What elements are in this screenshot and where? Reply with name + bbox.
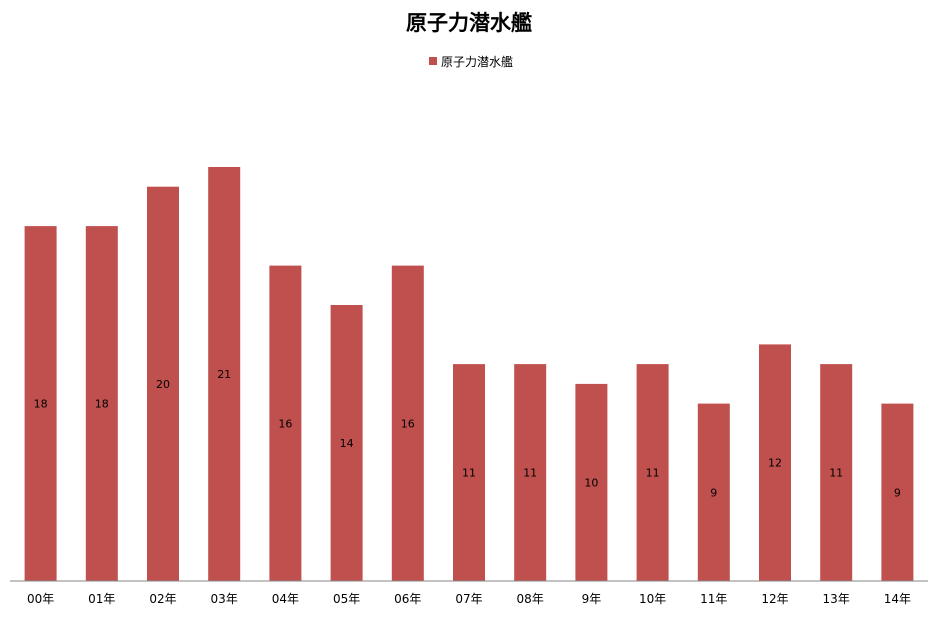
legend-label: 原子力潜水艦 (441, 55, 513, 69)
data-label-2: 20 (156, 378, 170, 391)
bar-11 (697, 403, 730, 581)
x-axis-tick-labels: 00年 01年 02年 03年 04年 05年 06年 07年 08年 9年 10年 11年 12年 13… (27, 592, 911, 606)
bars (24, 167, 914, 581)
bar-5 (330, 305, 363, 581)
bar-10 (636, 364, 669, 581)
chart-title: 原子力潜水艦 (406, 11, 532, 35)
bar-14 (881, 403, 914, 581)
data-label-6: 16 (401, 417, 415, 430)
bar-6 (391, 265, 424, 581)
data-label-14: 9 (894, 486, 901, 499)
data-label-5: 14 (340, 437, 354, 450)
bar-1 (85, 226, 118, 581)
bar-3 (208, 167, 241, 581)
tick-label-1: 01年 (88, 592, 115, 606)
data-label-0: 18 (34, 398, 48, 411)
data-label-12: 12 (768, 457, 782, 470)
tick-label-14: 14年 (884, 592, 911, 606)
tick-label-8: 08年 (517, 592, 544, 606)
tick-label-7: 07年 (455, 592, 482, 606)
data-label-3: 21 (217, 368, 231, 381)
data-label-7: 11 (462, 467, 476, 480)
tick-label-3: 03年 (211, 592, 238, 606)
bar-8 (514, 364, 547, 581)
bar-4 (269, 265, 302, 581)
data-label-10: 11 (646, 467, 660, 480)
tick-label-2: 02年 (149, 592, 176, 606)
data-label-4: 16 (278, 417, 292, 430)
bar-0 (24, 226, 57, 581)
tick-label-10: 10年 (639, 592, 666, 606)
legend: 原子力潜水艦 (429, 55, 513, 69)
tick-label-11: 11年 (700, 592, 727, 606)
legend-swatch (429, 57, 437, 65)
data-label-8: 11 (523, 467, 537, 480)
tick-label-12: 12年 (761, 592, 788, 606)
tick-label-13: 13年 (823, 592, 850, 606)
bar-13 (820, 364, 853, 581)
tick-label-0: 00年 (27, 592, 54, 606)
data-label-9: 10 (584, 476, 598, 489)
bar-2 (147, 186, 179, 581)
bar-9 (575, 383, 608, 581)
tick-label-5: 05年 (333, 592, 360, 606)
data-labels: 18 18 20 21 16 14 16 11 11 10 11 9 12 11 9 (34, 368, 901, 499)
data-label-11: 9 (710, 486, 717, 499)
tick-label-9: 9年 (582, 592, 602, 606)
data-label-13: 11 (829, 467, 843, 480)
tick-label-6: 06年 (394, 592, 421, 606)
tick-label-4: 04年 (272, 592, 299, 606)
bar-12 (759, 344, 791, 581)
bar-7 (453, 364, 485, 581)
data-label-1: 18 (95, 398, 109, 411)
